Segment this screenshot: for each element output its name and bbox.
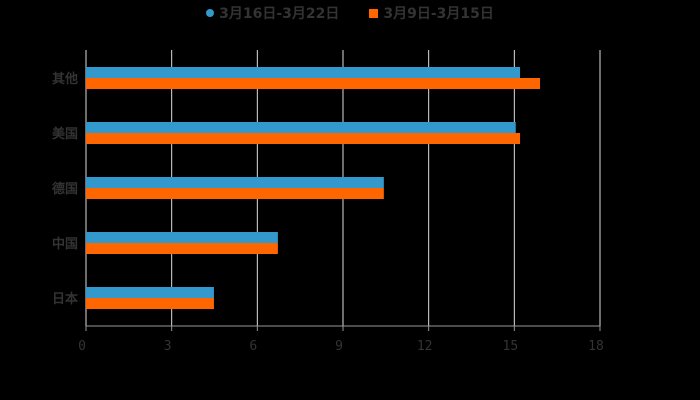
x-tick-label: 18 bbox=[588, 339, 604, 354]
y-category-label: 德国 bbox=[52, 181, 78, 197]
bar[interactable] bbox=[86, 67, 521, 78]
bar[interactable] bbox=[86, 287, 214, 298]
bar[interactable] bbox=[86, 78, 541, 89]
x-tick-label: 3 bbox=[164, 339, 172, 354]
bar[interactable] bbox=[86, 298, 214, 309]
y-category-label: 中国 bbox=[52, 236, 78, 252]
y-category-label: 美国 bbox=[52, 126, 78, 142]
y-category-label: 其他 bbox=[52, 71, 78, 87]
legend-item-series-2[interactable]: 3月9日-3月15日 bbox=[369, 4, 494, 22]
circle-marker-icon bbox=[206, 9, 215, 17]
legend-label: 3月9日-3月15日 bbox=[383, 6, 494, 22]
bar[interactable] bbox=[86, 133, 521, 144]
x-tick-label: 9 bbox=[335, 339, 343, 354]
x-tick-label: 15 bbox=[503, 339, 519, 354]
square-marker-icon bbox=[369, 8, 379, 18]
x-tick-label: 12 bbox=[417, 339, 433, 354]
legend-label: 3月16日-3月22日 bbox=[219, 6, 340, 22]
bar[interactable] bbox=[86, 122, 516, 133]
x-tick-label: 0 bbox=[78, 339, 86, 354]
bar[interactable] bbox=[86, 177, 384, 188]
y-category-label: 日本 bbox=[52, 291, 78, 307]
legend-item-series-1[interactable]: 3月16日-3月22日 bbox=[206, 4, 339, 22]
x-tick-label: 6 bbox=[249, 339, 257, 354]
bar[interactable] bbox=[86, 188, 384, 199]
bar[interactable] bbox=[86, 243, 278, 254]
chart-legend: 3月16日-3月22日 3月9日-3月15日 bbox=[0, 4, 700, 22]
bar[interactable] bbox=[86, 232, 278, 243]
